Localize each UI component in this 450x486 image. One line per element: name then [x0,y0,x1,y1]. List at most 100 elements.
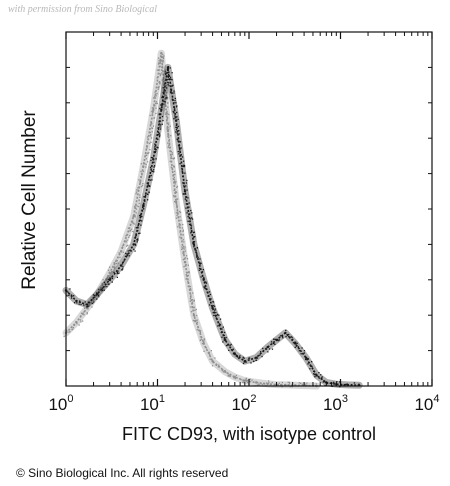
isotype-series-speck [190,311,193,313]
cd93-series-speck [268,348,271,350]
cd93-series-speck [163,91,165,93]
isotype-series-speck [249,378,251,380]
cd93-series-speck [187,197,189,199]
cd93-series-speck [141,215,143,218]
cd93-series-speck [230,349,233,351]
isotype-series-speck [193,307,195,309]
cd93-series-speck [82,302,84,304]
isotype-series-speck [245,378,247,380]
cd93-series-speck [189,220,191,222]
isotype-series-speck [182,230,184,233]
isotype-series-point [119,250,123,253]
cd93-series-speck [138,223,140,225]
isotype-series-speck [164,94,166,96]
isotype-series-speck [184,250,186,252]
plot-frame [65,31,433,387]
isotype-series-speck [304,383,306,385]
cd93-series-speck [204,288,207,290]
isotype-series-speck [98,296,100,298]
cd93-series-speck [277,340,279,342]
cd93-series-speck [197,256,199,258]
isotype-series-speck [262,383,264,386]
isotype-series-speck [179,210,181,213]
cd93-series-speck [189,223,192,225]
isotype-series-speck [183,266,185,268]
isotype-series-point [202,342,205,345]
isotype-series-speck [146,145,148,147]
cd93-series-speck [204,287,206,289]
isotype-series-speck [138,202,140,205]
isotype-series-speck [170,135,172,137]
isotype-series-speck [174,179,176,181]
isotype-series-speck [63,335,65,338]
cd93-series-speck [303,350,306,352]
isotype-series-speck [140,170,142,173]
cd93-series-speck [173,106,175,109]
cd93-series-speck [178,130,180,132]
isotype-series-speck [109,266,111,268]
isotype-series-speck [167,102,169,104]
isotype-series-point [183,260,187,264]
cd93-series-speck [175,102,177,104]
cd93-series-speck [161,103,163,105]
isotype-series-speck [135,191,138,193]
cd93-series-speck [108,283,110,285]
isotype-series-speck [156,92,158,95]
isotype-series-speck [159,60,161,63]
cd93-series-speck [113,271,115,273]
cd93-series-speck [214,309,216,311]
cd93-series-speck [150,174,152,177]
isotype-series-speck [175,217,178,219]
isotype-series-speck [171,153,173,156]
cd93-series-speck [314,374,316,376]
cd93-series-speck [71,295,73,297]
cd93-series-speck [171,99,174,101]
isotype-series-speck [161,79,163,81]
cd93-series-speck [80,303,82,306]
cd93-series-speck [101,288,104,290]
cd93-series-speck [172,110,174,113]
cd93-series [62,63,363,389]
cd93-series-speck [66,295,68,297]
cd93-series-speck [300,353,302,355]
cd93-series-speck [242,356,244,358]
isotype-series-speck [80,315,82,317]
cd93-series-speck [216,314,218,317]
cd93-series-speck [93,301,95,303]
isotype-series-speck [167,135,169,137]
isotype-series-speck [177,226,179,228]
cd93-series-speck [158,131,160,134]
isotype-series-speck [79,319,82,321]
isotype-series-speck [160,66,163,68]
cd93-series-point [275,338,278,342]
cd93-series-speck [290,336,292,338]
cd93-series-speck [262,347,264,350]
isotype-series-speck [175,199,177,201]
cd93-series-speck [184,198,186,200]
cd93-series-speck [183,164,185,166]
isotype-series-speck [158,85,160,88]
isotype-series-speck [142,170,145,173]
isotype-series-speck [161,56,164,58]
isotype-series-speck [188,271,190,273]
isotype-series-speck [138,179,140,181]
cd93-series-speck [285,329,287,331]
cd93-series-speck [305,358,307,361]
cd93-series-speck [200,262,202,264]
isotype-series-speck [147,152,149,155]
isotype-series-speck [168,139,171,141]
isotype-series-speck [176,205,178,207]
isotype-series-speck [137,187,139,189]
cd93-series-point [233,352,236,356]
isotype-series-speck [159,82,161,84]
cd93-series-speck [101,289,103,292]
cd93-series-line [65,66,360,387]
cd93-series-speck [159,124,162,126]
cd93-series-speck [196,252,198,254]
cd93-series-speck [183,160,185,162]
cd93-series-speck [183,188,186,190]
cd93-series-speck [84,301,86,303]
isotype-series-speck [149,124,152,126]
isotype-series-speck [176,204,178,206]
isotype-series-speck [83,314,85,316]
